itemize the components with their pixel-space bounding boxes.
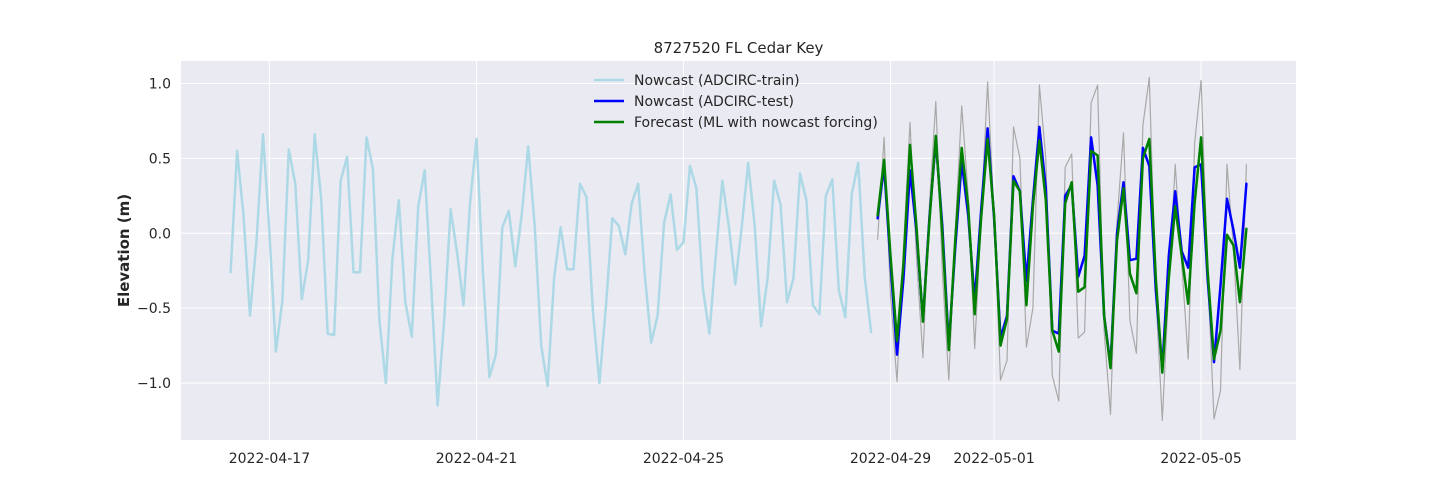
x-tick-label: 2022-04-17 [229,451,310,467]
x-tick-label: 2022-05-05 [1160,451,1241,467]
y-axis-label: Elevation (m) [115,194,133,307]
y-tick-label: −1.0 [137,376,171,392]
chart-title: 8727520 FL Cedar Key [654,39,824,57]
x-tick-label: 2022-04-29 [850,451,931,467]
x-tick-label: 2022-04-25 [643,451,724,467]
legend-label: Forecast (ML with nowcast forcing) [634,115,878,131]
y-tick-label: 1.0 [149,76,171,92]
legend-label: Nowcast (ADCIRC-train) [634,73,800,89]
series-lines [229,76,1248,422]
y-axis-ticks: 1.0 0.5 0.0 −0.5 −1.0 [137,76,171,392]
legend: Nowcast (ADCIRC-train) Nowcast (ADCIRC-te… [594,73,878,131]
y-tick-label: −0.5 [137,301,171,317]
x-axis-ticks: 2022-04-17 2022-04-21 2022-04-25 2022-04-29… [229,451,1242,467]
series-line-0 [229,133,873,407]
y-tick-label: 0.5 [149,151,171,167]
y-tick-label: 0.0 [149,226,171,242]
legend-label: Nowcast (ADCIRC-test) [634,94,794,110]
series-line-2 [876,134,1248,374]
x-tick-label: 2022-04-21 [436,451,517,467]
x-tick-label: 2022-05-01 [953,451,1034,467]
grid-lines [181,61,1296,440]
